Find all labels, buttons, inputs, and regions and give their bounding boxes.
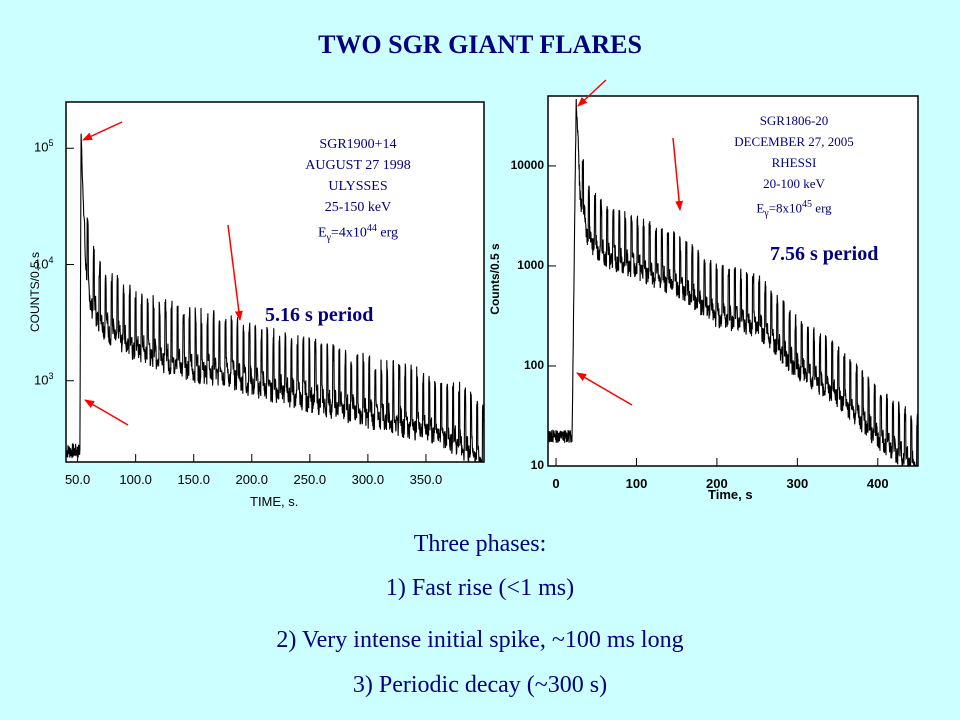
right-info-box: SGR1806-20 DECEMBER 27, 2005 RHESSI 20-1… [700, 108, 888, 226]
y-tick-label: 100 [523, 357, 544, 372]
x-tick-label: 200.0 [235, 472, 269, 487]
y-tick-label: 10000 [510, 157, 544, 172]
right-chart [547, 95, 919, 467]
right-info-instrument: RHESSI [771, 155, 817, 170]
y-tick-label: 10 [530, 458, 544, 472]
left-plot-frame [65, 101, 485, 463]
slide-title: TWO SGR GIANT FLARES [318, 30, 642, 59]
y-tick-label: 105 [34, 138, 54, 155]
right-y-axis-label: Counts/0.5 s [488, 243, 502, 315]
phase-3: 3) Periodic decay (~300 s) [352, 672, 608, 698]
x-tick-label: 50.0 [64, 472, 91, 487]
right-plot-frame [547, 95, 919, 467]
left-x-axis-label: TIME, s. [250, 494, 299, 509]
y-tick-label: 104 [34, 254, 54, 271]
phase-1: 1) Fast rise (<1 ms) [385, 575, 575, 601]
x-tick-label: 100 [625, 476, 648, 491]
phase-2: 2) Very intense initial spike, ~100 ms l… [276, 627, 684, 653]
right-info-band: 20-100 keV [763, 176, 825, 191]
x-tick-label: 300 [786, 476, 809, 491]
right-info-source: SGR1806-20 [759, 113, 829, 128]
phases-heading: Three phases: [413, 531, 547, 557]
right-info-energy: Eγ=8x1045 erg [756, 199, 832, 219]
left-info-instrument: ULYSSES [328, 179, 388, 194]
right-x-axis-label: Time, s [708, 487, 753, 502]
x-tick-label: 200 [706, 476, 728, 491]
left-info-box: SGR1900+14 AUGUST 27 1998 ULYSSES 25-150… [283, 132, 433, 251]
x-tick-label: 250.0 [293, 472, 327, 487]
right-lightcurve-line [547, 98, 919, 467]
x-tick-label: 100.0 [119, 472, 152, 487]
left-chart [65, 101, 485, 463]
x-tick-label: 150.0 [177, 472, 210, 487]
x-tick-label: 300.0 [351, 472, 385, 487]
x-tick-label: 350.0 [409, 472, 443, 487]
x-tick-label: 0 [552, 476, 560, 491]
left-info-date: AUGUST 27 1998 [305, 158, 411, 173]
left-info-band: 25-150 keV [324, 200, 392, 215]
y-tick-label: 103 [34, 370, 54, 388]
left-y-axis-label: COUNTS/0.5 s [28, 252, 42, 333]
x-tick-label: 400 [866, 476, 889, 491]
right-period-label: 7.56 s period [770, 243, 879, 266]
left-lightcurve-line [65, 133, 485, 463]
left-info-energy: Eγ=4x1044 erg [317, 223, 398, 244]
right-info-date: DECEMBER 27, 2005 [734, 134, 854, 149]
left-info-source: SGR1900+14 [319, 137, 397, 152]
y-tick-label: 1000 [517, 257, 544, 272]
left-period-label: 5.16 s period [265, 304, 374, 327]
